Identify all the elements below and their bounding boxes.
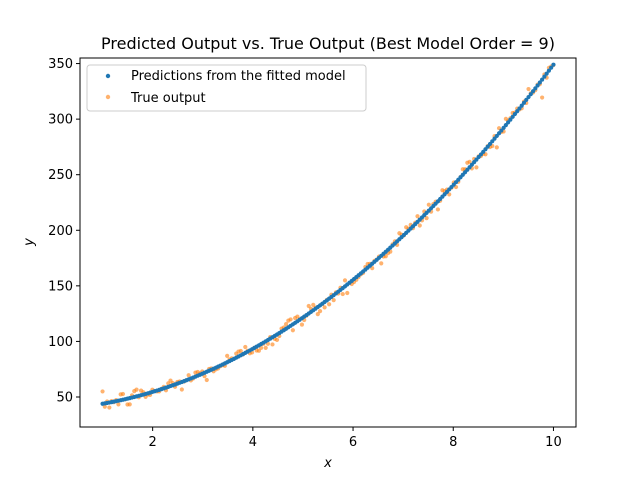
legend-marker-true-output: [105, 94, 111, 100]
prediction-point: [533, 86, 538, 91]
chart-title: Predicted Output vs. True Output (Best M…: [101, 34, 555, 53]
x-axis-label: x: [323, 456, 332, 471]
x-axis-ticks: 2 4 6 8 10: [149, 427, 562, 450]
y-tick-label: 300: [48, 113, 73, 128]
true-output-point: [311, 302, 316, 307]
true-output-point: [107, 405, 112, 410]
y-tick-label: 50: [56, 390, 73, 405]
prediction-point: [521, 100, 527, 105]
true-output-point: [340, 291, 345, 297]
legend-marker-predictions: [105, 73, 111, 79]
prediction-point: [508, 117, 513, 122]
true-output-point: [322, 305, 327, 310]
y-axis-ticks: 50 100 150 200 250 300 350: [48, 57, 80, 405]
y-tick-label: 350: [48, 57, 73, 72]
x-tick-label: 6: [349, 435, 357, 450]
true-output-point: [317, 308, 323, 314]
true-output-point: [315, 312, 320, 317]
x-tick-label: 10: [545, 435, 562, 450]
true-output-point: [243, 344, 248, 350]
prediction-point: [546, 68, 552, 73]
true-output-point: [270, 342, 275, 347]
true-output-point: [290, 328, 295, 333]
prediction-point: [524, 97, 529, 103]
prediction-point: [540, 77, 545, 82]
true-output-point: [225, 353, 230, 358]
legend-label-predictions: Predictions from the fitted model: [131, 69, 346, 84]
x-tick-label: 4: [249, 435, 257, 450]
true-output-point: [179, 387, 184, 392]
true-output-point: [379, 261, 384, 266]
prediction-point: [519, 103, 524, 108]
true-output-point: [274, 337, 280, 343]
true-output-point: [342, 278, 348, 283]
prediction-point: [510, 114, 515, 119]
prediction-point: [515, 109, 520, 114]
x-tick-label: 8: [449, 435, 457, 450]
true-output-point: [327, 302, 332, 307]
true-output-point: [435, 207, 440, 212]
true-output-point: [474, 165, 479, 170]
y-axis-label: y: [22, 238, 37, 247]
true-output-point: [299, 322, 305, 327]
true-output-point: [238, 348, 243, 354]
legend-box: [86, 64, 367, 112]
y-tick-label: 250: [48, 168, 73, 183]
legend: Predictions from the fitted model True o…: [86, 64, 367, 112]
true-output-point: [100, 389, 105, 394]
prediction-point: [526, 94, 531, 100]
prediction-point: [535, 83, 540, 88]
true-output-point: [306, 303, 311, 309]
true-output-point: [204, 377, 209, 383]
true-output-point: [345, 290, 350, 296]
true-output-point: [283, 322, 289, 327]
true-output-point: [256, 348, 261, 353]
true-output-point: [263, 345, 268, 350]
true-output-point: [417, 223, 422, 228]
true-output-point: [467, 159, 472, 164]
y-tick-label: 150: [48, 279, 73, 294]
true-output-point: [494, 145, 499, 150]
true-output-point: [526, 86, 531, 92]
true-output-point: [120, 391, 126, 397]
true-output-point: [288, 317, 293, 322]
prediction-point: [551, 62, 556, 67]
true-output-point: [116, 402, 121, 407]
prediction-point: [542, 74, 547, 79]
axes-frame: [79, 57, 577, 428]
prediction-point: [537, 80, 542, 85]
true-output-point: [134, 387, 139, 392]
prediction-point: [512, 111, 518, 117]
true-output-point: [186, 373, 191, 378]
true-output-point: [426, 202, 431, 207]
true-output-point: [540, 95, 545, 100]
true-output-point: [424, 216, 429, 221]
y-tick-label: 200: [48, 224, 73, 239]
data-points: [100, 62, 556, 410]
y-tick-label: 100: [48, 335, 73, 350]
true-output-point: [331, 298, 336, 303]
prediction-point: [517, 106, 522, 111]
true-output-point: [102, 404, 107, 409]
true-output-point: [415, 214, 420, 219]
prediction-point: [528, 92, 533, 97]
prediction-point: [549, 65, 554, 70]
legend-label-true-output: True output: [130, 91, 206, 106]
prediction-point: [530, 89, 536, 94]
true-output-point: [127, 402, 132, 407]
prediction-point: [544, 71, 549, 76]
x-tick-label: 2: [149, 435, 157, 450]
